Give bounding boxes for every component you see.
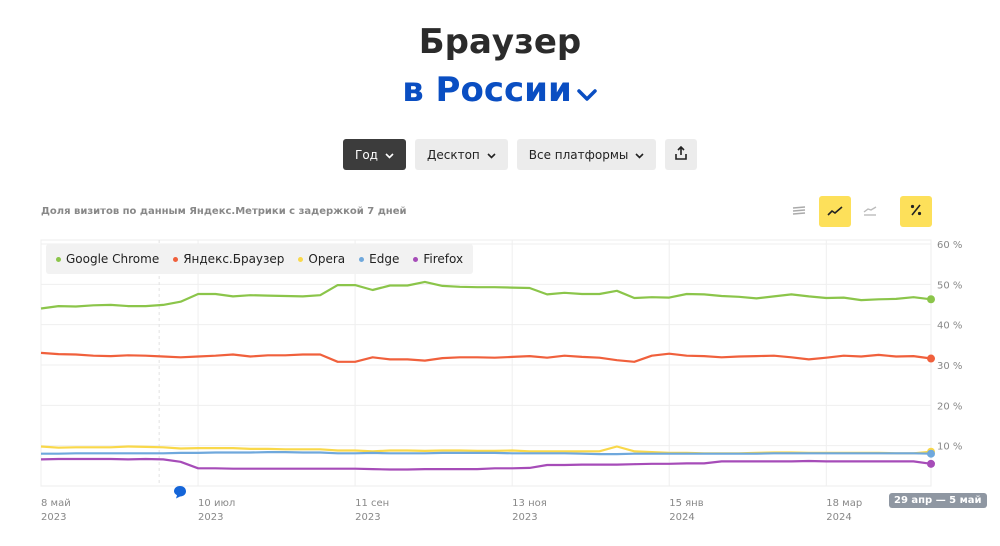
y-tick-label: 60 % [937,240,962,251]
legend-dot [173,256,179,262]
device-label: Десктоп [426,147,480,162]
x-tick-label: 8 май [41,498,71,509]
x-tick-label: 18 мар [826,498,862,509]
x-tick-label: 11 сен [355,498,389,509]
chart-subtitle: Доля визитов по данным Яндекс.Метрики с … [41,206,407,217]
chevron-down-icon [635,148,644,162]
legend-label: Edge [369,252,400,266]
legend-item[interactable]: Firefox [413,252,463,266]
chevron-down-icon [487,148,496,162]
line-mode-button[interactable] [819,196,851,227]
stacked-area-icon [792,202,806,221]
series-line-яндекс-браузер [40,351,932,363]
legend-dot [359,256,365,262]
area-chart-icon [863,202,877,221]
filter-controls: Год Десктоп Все платформы [343,139,698,170]
platform-label: Все платформы [528,147,629,162]
export-button[interactable] [665,139,698,170]
speech-bubble-icon [173,484,187,503]
region-label: в России [402,70,572,110]
x-tick-label: 13 ноя [512,498,547,509]
chevron-down-icon [385,148,394,162]
series-endpoint-edge[interactable] [927,449,935,458]
x-tick-year: 2024 [826,512,851,523]
comment-marker[interactable] [173,484,187,503]
chart-legend: Google Chrome Яндекс.Браузер Opera Edge Fire… [46,244,474,274]
x-tick-label: 10 июл [198,498,235,509]
x-tick-year: 2023 [41,512,66,523]
chevron-down-icon [576,72,598,112]
y-tick-label: 30 % [937,361,962,372]
x-tick-label: 15 янв [669,498,703,509]
region-selector[interactable]: в России [0,70,1000,112]
legend-item[interactable]: Opera [298,252,345,266]
legend-dot [56,256,61,262]
series-endpoint-google-chrome[interactable] [927,295,935,304]
legend-label: Google Chrome [66,252,160,266]
series-line-google-chrome [40,280,932,310]
y-tick-label: 10 % [937,442,962,453]
platform-dropdown[interactable]: Все платформы [516,139,657,170]
legend-item[interactable]: Edge [359,252,399,266]
percent-toggle-button[interactable] [900,196,932,227]
legend-item[interactable]: Яндекс.Браузер [173,252,284,266]
share-icon [674,145,688,163]
x-tick-year: 2024 [669,512,694,523]
area-mode-button[interactable] [854,196,886,227]
x-tick-year: 2023 [198,512,223,523]
period-dropdown[interactable]: Год [343,139,406,170]
line-chart-icon [827,202,843,221]
x-tick-year: 2023 [355,512,380,523]
series-endpoint-яндекс-браузер[interactable] [927,354,935,363]
y-tick-label: 20 % [937,401,962,412]
legend-item[interactable]: Google Chrome [56,252,159,266]
device-dropdown[interactable]: Десктоп [414,139,508,170]
legend-dot [413,256,419,262]
legend-dot [298,256,304,262]
period-label: Год [355,147,378,162]
percent-icon [909,202,923,221]
series-line-edge [41,451,932,456]
current-range-badge: 29 апр — 5 май [889,493,987,508]
series-line-firefox [40,457,932,471]
legend-label: Яндекс.Браузер [183,252,285,266]
legend-label: Firefox [423,252,464,266]
series-endpoint-firefox[interactable] [927,459,935,468]
x-tick-year: 2023 [512,512,537,523]
y-tick-label: 40 % [937,321,962,332]
y-tick-label: 50 % [937,280,962,291]
page-title: Браузер [418,22,582,62]
stacked-mode-button[interactable] [783,196,815,227]
legend-label: Opera [308,252,346,266]
